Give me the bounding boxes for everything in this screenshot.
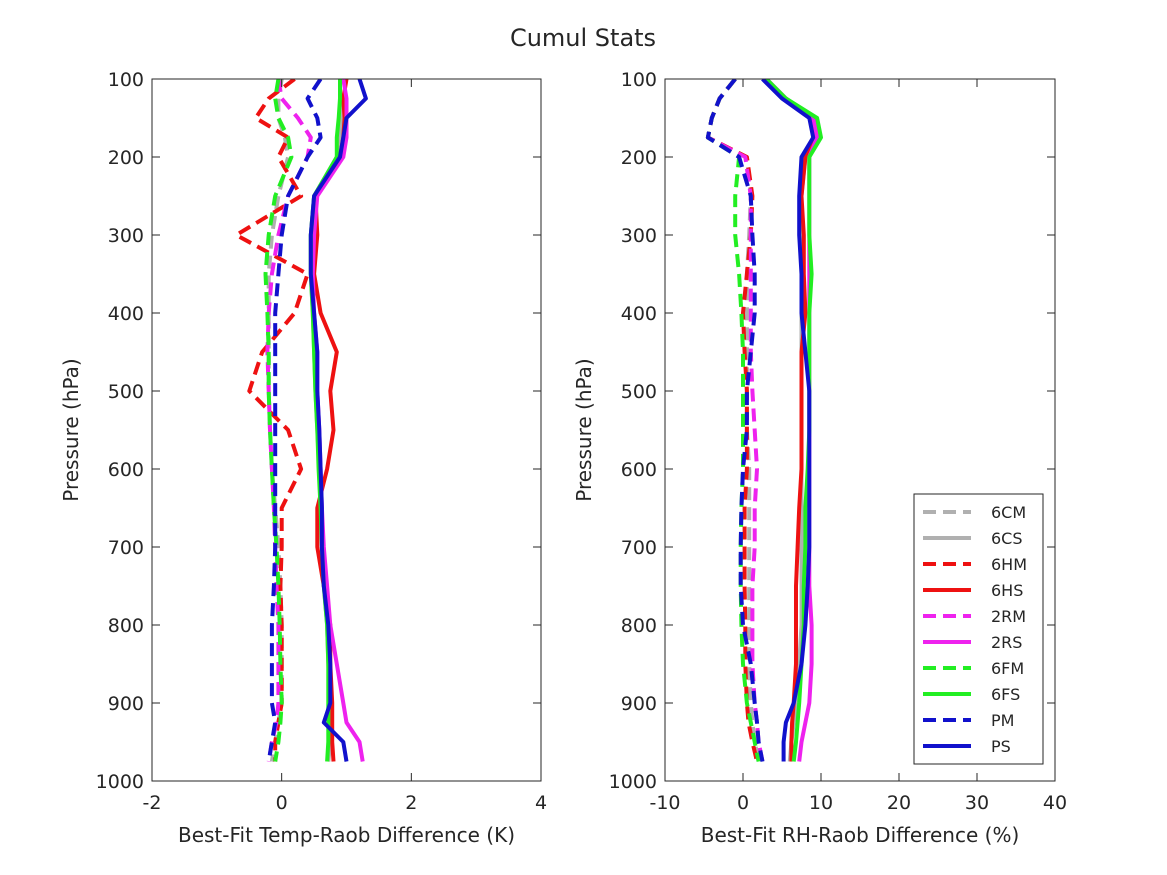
y-tick-label: 300 — [108, 225, 144, 247]
legend: 6CM 6CS 6HM 6HS 2RM 2RS 6FM 6FS PM PS — [913, 493, 1044, 765]
x-tick-label: 0 — [276, 792, 288, 814]
series-line-ps — [308, 79, 368, 762]
x-tick-label: -2 — [143, 792, 162, 814]
legend-label-6cs: 6CS — [991, 529, 1023, 548]
y-tick-label: 100 — [108, 69, 144, 91]
x-tick-label: 10 — [809, 792, 833, 814]
series-line-6fm — [263, 79, 294, 762]
series-line-pm — [266, 79, 323, 762]
y-tick-label: 700 — [108, 537, 144, 559]
legend-label-6fs: 6FS — [991, 685, 1020, 704]
series-line-ps — [761, 79, 816, 762]
y-tick-label: 400 — [108, 303, 144, 325]
x-tick-label: 40 — [1043, 792, 1067, 814]
y-axis-label: Pressure (hPa) — [59, 358, 83, 501]
y-tick-label: 1000 — [96, 771, 144, 793]
y-tick-label: 600 — [621, 459, 657, 481]
temp-panel: -2 0 2 4 100 200 300 400 500 600 700 800 900 1000 Best… — [59, 69, 547, 847]
legend-label-2rs: 2RS — [991, 633, 1022, 652]
x-tick-label: 30 — [965, 792, 989, 814]
x-axis-label: Best-Fit Temp-Raob Difference (K) — [178, 823, 515, 847]
y-tick-label: 400 — [621, 303, 657, 325]
y-tick-label: 600 — [108, 459, 144, 481]
legend-label-6cm: 6CM — [991, 503, 1026, 522]
y-tick-label: 500 — [108, 381, 144, 403]
y-tick-label: 200 — [108, 147, 144, 169]
x-tick-label: 4 — [535, 792, 547, 814]
figure-title: Cumul Stats — [510, 24, 656, 52]
legend-label-6hs: 6HS — [991, 581, 1023, 600]
y-tick-label: 1000 — [609, 771, 657, 793]
y-tick-label: 900 — [108, 693, 144, 715]
y-tick-label: 500 — [621, 381, 657, 403]
axes-frame — [664, 78, 1056, 782]
y-tick-label: 200 — [621, 147, 657, 169]
rh-panel: -10 0 10 20 30 40 100 200 300 400 500 600 700 800 900 1… — [572, 69, 1067, 847]
y-tick-label: 100 — [621, 69, 657, 91]
series-line-pm — [705, 79, 765, 762]
legend-label-2rm: 2RM — [991, 607, 1026, 626]
x-tick-label: 20 — [887, 792, 911, 814]
y-tick-label: 700 — [621, 537, 657, 559]
series-line-2rm — [265, 79, 313, 762]
x-axis-label: Best-Fit RH-Raob Difference (%) — [701, 823, 1020, 847]
y-tick-label: 300 — [621, 225, 657, 247]
legend-label-ps: PS — [991, 737, 1011, 756]
x-tick-label: -10 — [649, 792, 680, 814]
y-tick-label: 900 — [621, 693, 657, 715]
x-tick-label: 2 — [405, 792, 417, 814]
y-axis-label: Pressure (hPa) — [572, 358, 596, 501]
legend-label-6fm: 6FM — [991, 659, 1024, 678]
legend-label-6hm: 6HM — [991, 555, 1027, 574]
y-tick-label: 800 — [621, 615, 657, 637]
y-tick-label: 800 — [108, 615, 144, 637]
legend-box — [913, 493, 1044, 765]
series-line-6hm — [234, 79, 310, 762]
x-tick-label: 0 — [737, 792, 749, 814]
legend-label-pm: PM — [991, 711, 1014, 730]
axes-frame — [151, 78, 542, 782]
